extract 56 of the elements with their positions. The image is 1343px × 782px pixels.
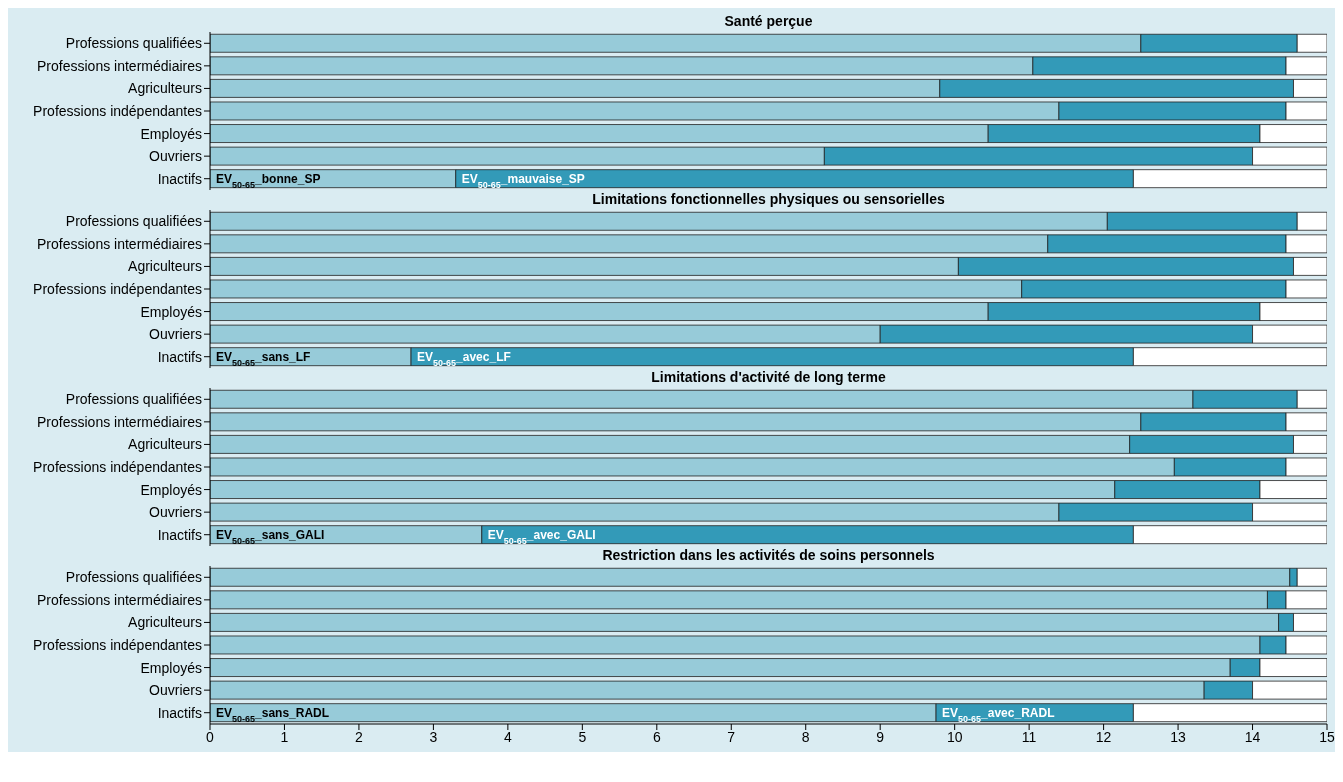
- y-tick-label: Professions intermédiaires: [37, 235, 202, 252]
- x-tick-label: 2: [355, 728, 364, 745]
- x-tick-label: 6: [652, 728, 661, 745]
- annotation: EV$_{50-65}$_avec_LF: [417, 349, 511, 368]
- y-tick-label: Employés: [140, 303, 202, 320]
- x-tick-label: 0: [206, 728, 215, 745]
- y-tick-label: Inactifs: [157, 704, 202, 721]
- y-tick-label: Employés: [140, 659, 202, 676]
- y-tick-label: Inactifs: [157, 170, 202, 187]
- x-tick-label: 9: [876, 728, 885, 745]
- x-tick-label: 8: [801, 728, 810, 745]
- y-tick-label: Employés: [140, 125, 202, 142]
- y-tick-label: Ouvriers: [149, 504, 202, 521]
- x-tick-label: 13: [1170, 728, 1187, 745]
- y-tick-label: Professions intermédiaires: [37, 591, 202, 608]
- y-tick-label: Professions indépendantes: [33, 636, 202, 653]
- annotation: EV$_{50-65}$_sans_RADL: [216, 705, 330, 724]
- x-tick-label: 3: [429, 728, 438, 745]
- x-tick-label: 11: [1021, 728, 1037, 745]
- annotation: EV$_{50-65}$_mauvaise_SP: [461, 171, 585, 190]
- y-tick-label: Inactifs: [157, 348, 202, 365]
- annotation: EV$_{50-65}$_sans_LF: [216, 349, 311, 368]
- annotation: EV$_{50-65}$_avec_GALI: [487, 527, 596, 546]
- x-tick-label: 10: [946, 728, 963, 745]
- annotation: EV$_{50-65}$_sans_GALI: [216, 527, 325, 546]
- y-tick-label: Professions indépendantes: [33, 458, 202, 475]
- chart-title: Santé perçue: [723, 12, 814, 30]
- chart-title: Limitations d'activité de long terme: [650, 368, 887, 386]
- annotation: EV$_{50-65}$_avec_RADL: [942, 705, 1055, 724]
- y-tick-label: Ouvriers: [149, 148, 202, 165]
- y-tick-label: Agriculteurs: [128, 80, 202, 97]
- y-tick-label: Agriculteurs: [128, 258, 202, 275]
- y-tick-label: Inactifs: [157, 526, 202, 543]
- y-tick-label: Ouvriers: [149, 326, 202, 343]
- y-tick-label: Professions qualifiées: [65, 569, 202, 586]
- y-tick-label: Agriculteurs: [128, 436, 202, 453]
- x-tick-label: 1: [280, 728, 289, 745]
- x-tick-label: 15: [1319, 728, 1335, 745]
- y-tick-label: Professions qualifiées: [65, 213, 202, 230]
- y-tick-label: Professions qualifiées: [65, 391, 202, 408]
- x-tick-label: 14: [1244, 728, 1261, 745]
- x-tick-label: 5: [578, 728, 587, 745]
- x-tick-label: 4: [503, 728, 512, 745]
- y-tick-label: Professions qualifiées: [65, 35, 202, 52]
- annotation: EV$_{50-65}$_bonne_SP: [216, 171, 321, 190]
- y-tick-label: Professions indépendantes: [33, 102, 202, 119]
- y-tick-label: Professions intermédiaires: [37, 413, 202, 430]
- y-tick-label: Professions intermédiaires: [37, 57, 202, 74]
- y-tick-label: Agriculteurs: [128, 614, 202, 631]
- x-tick-label: 7: [727, 728, 736, 745]
- chart-title: Restriction dans les activités de soins personnels: [601, 546, 936, 564]
- y-tick-label: Professions indépendantes: [33, 280, 202, 297]
- x-tick-label: 12: [1095, 728, 1112, 745]
- y-tick-label: Employés: [140, 481, 202, 498]
- y-tick-label: Ouvriers: [149, 682, 202, 699]
- chart-title: Limitations fonctionnelles physiques ou sensorielles: [591, 190, 946, 208]
